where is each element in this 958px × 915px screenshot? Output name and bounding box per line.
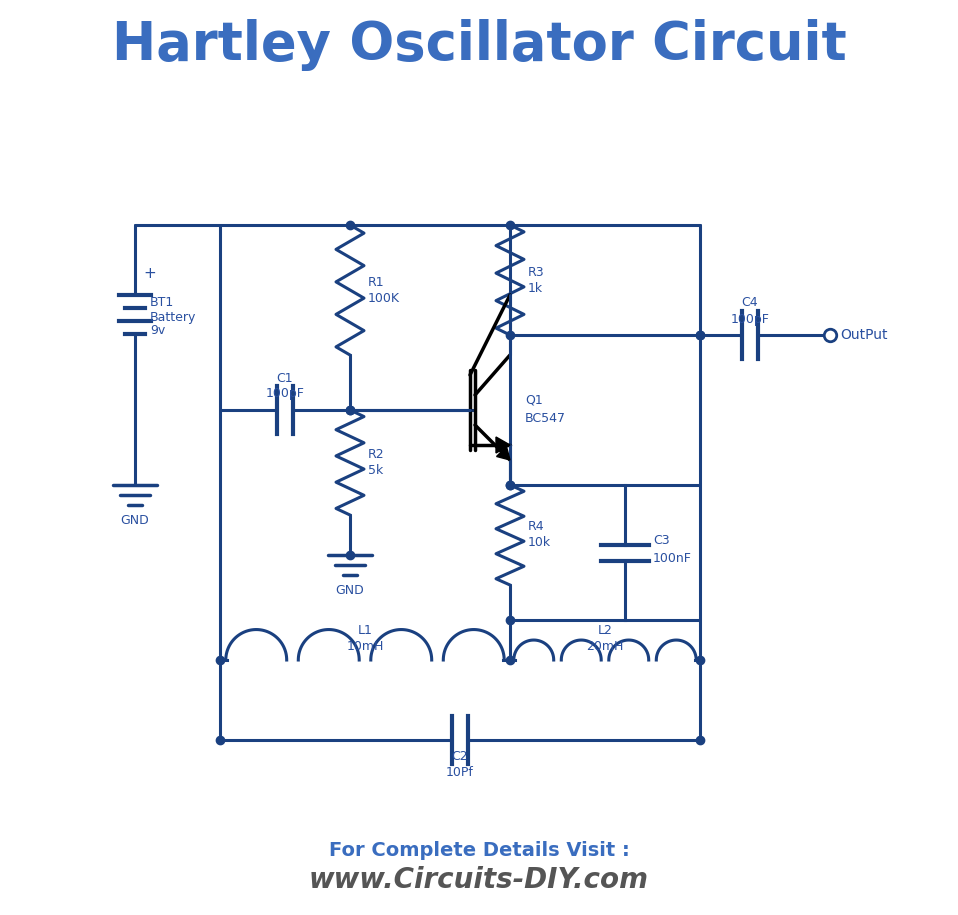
Text: L1: L1 — [357, 623, 373, 637]
Text: 100K: 100K — [368, 292, 400, 305]
Text: Q1: Q1 — [525, 393, 543, 406]
Text: 10mH: 10mH — [346, 640, 384, 652]
Text: R1: R1 — [368, 275, 384, 288]
Text: C1: C1 — [277, 371, 293, 384]
Polygon shape — [496, 447, 510, 460]
Text: 5k: 5k — [368, 464, 383, 477]
Text: www.Circuits-DIY.com: www.Circuits-DIY.com — [309, 866, 649, 894]
Text: 100nF: 100nF — [653, 552, 692, 565]
Polygon shape — [496, 437, 510, 453]
Text: R4: R4 — [528, 521, 545, 533]
Text: 100pF: 100pF — [731, 313, 769, 326]
Text: R3: R3 — [528, 265, 545, 278]
Text: For Complete Details Visit :: For Complete Details Visit : — [329, 841, 629, 859]
Text: C2: C2 — [451, 749, 468, 762]
Text: 20mH: 20mH — [586, 640, 624, 652]
Text: BT1: BT1 — [150, 296, 174, 309]
Text: Battery: Battery — [150, 310, 196, 324]
Text: OutPut: OutPut — [840, 328, 887, 342]
Text: R2: R2 — [368, 448, 384, 461]
Text: 10k: 10k — [528, 536, 551, 550]
Text: 1k: 1k — [528, 282, 543, 295]
Text: C4: C4 — [741, 296, 759, 309]
Text: C3: C3 — [653, 534, 670, 547]
Text: BC547: BC547 — [525, 412, 566, 425]
Text: L2: L2 — [598, 623, 612, 637]
Text: +: + — [143, 265, 156, 281]
Text: GND: GND — [335, 585, 364, 597]
Text: Hartley Oscillator Circuit: Hartley Oscillator Circuit — [112, 19, 846, 71]
Text: 9v: 9v — [150, 325, 165, 338]
Text: 10Pf: 10Pf — [446, 766, 474, 779]
Text: GND: GND — [121, 514, 149, 528]
Text: 100pF: 100pF — [265, 387, 305, 401]
